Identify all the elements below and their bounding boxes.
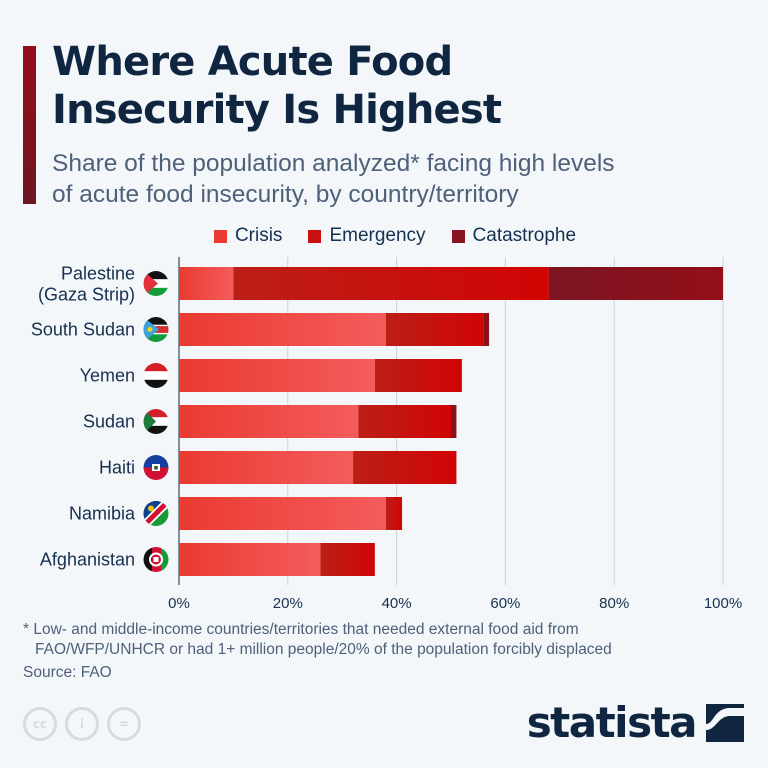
bars (179, 267, 723, 576)
bar-segment-emergency (353, 451, 457, 484)
bar-segment-crisis (179, 497, 386, 530)
statista-logo-icon (706, 704, 744, 742)
chart-legend: Crisis Emergency Catastrophe (0, 225, 768, 247)
bar-segment-emergency (374, 359, 462, 392)
category-label: Namibia (69, 504, 136, 524)
bar-segment-catastrophe (548, 267, 723, 300)
bar-segment-emergency (320, 543, 375, 576)
legend-swatch-catastrophe (451, 229, 465, 243)
no-derivatives-icon[interactable]: = (107, 707, 141, 741)
bar-segment-emergency (358, 405, 451, 438)
bar-segment-crisis (179, 267, 234, 300)
bar-segment-crisis (179, 451, 354, 484)
bar-segment-crisis (179, 359, 375, 392)
category-label: South Sudan (31, 320, 135, 340)
category-label: Yemen (80, 366, 135, 386)
x-tick-label: 80% (599, 595, 629, 612)
creative-commons-icon[interactable]: cc (23, 707, 57, 741)
palestine-flag-icon (143, 271, 169, 296)
source-note: Source: FAO (23, 664, 112, 681)
bar-segment-emergency (385, 497, 403, 530)
legend-label-emergency: Emergency (329, 225, 426, 246)
statista-logo[interactable]: statista (527, 698, 744, 748)
bar-segment-crisis (179, 543, 321, 576)
category-label: Afghanistan (40, 550, 135, 570)
footnote: * Low- and middle-income countries/terri… (23, 620, 743, 660)
category-label: Palestine (61, 264, 135, 284)
category-label: Haiti (99, 458, 135, 478)
chart-subtitle: Share of the population analyzed* facing… (52, 148, 752, 210)
license-icons[interactable]: cc i = (23, 707, 141, 741)
x-tick-label: 100% (704, 595, 742, 612)
x-tick-label: 0% (168, 595, 190, 612)
legend-swatch-crisis (213, 229, 227, 243)
x-tick-label: 40% (382, 595, 412, 612)
bar-segment-catastrophe (451, 405, 457, 438)
legend-swatch-emergency (308, 229, 322, 243)
attribution-icon[interactable]: i (65, 707, 99, 741)
title-accent-bar (23, 46, 36, 204)
legend-label-crisis: Crisis (234, 225, 283, 246)
yemen-flag-icon (143, 363, 169, 388)
afghanistan-flag-icon (143, 547, 169, 572)
flags (143, 271, 169, 572)
footnote-line-1: * Low- and middle-income countries/terri… (23, 621, 579, 638)
category-label-line-2: (Gaza Strip) (38, 285, 135, 305)
stacked-bar-chart: Palestine(Gaza Strip) South Sudan Yemen Sud… (31, 257, 742, 612)
legend-item-crisis: Crisis (213, 225, 283, 247)
x-tick-label: 60% (490, 595, 520, 612)
x-axis-ticks: 0% 20% 40% 60% 80% 100% (168, 595, 742, 612)
statista-wordmark: statista (526, 698, 698, 747)
chart-title: Where Acute Food Insecurity Is Highest (52, 38, 752, 134)
legend-item-catastrophe: Catastrophe (451, 225, 577, 247)
south-sudan-flag-icon (143, 317, 169, 342)
haiti-flag-icon (143, 455, 169, 480)
category-label: Sudan (83, 412, 135, 432)
title-line-1: Where Acute Food (52, 39, 453, 85)
bar-segment-emergency (233, 267, 549, 300)
bar-segment-crisis (179, 405, 359, 438)
title-line-2: Insecurity Is Highest (52, 87, 502, 133)
sudan-flag-icon (143, 409, 169, 434)
footnote-line-2: FAO/WFP/UNHCR or had 1+ million people/2… (35, 641, 612, 658)
bar-segment-crisis (179, 313, 386, 346)
bar-segment-emergency (385, 313, 484, 346)
namibia-flag-icon (143, 501, 169, 526)
x-tick-label: 20% (273, 595, 303, 612)
legend-label-catastrophe: Catastrophe (472, 225, 577, 246)
subtitle-line-2: of acute food insecurity, by country/ter… (52, 181, 519, 208)
legend-item-emergency: Emergency (308, 225, 426, 247)
subtitle-line-1: Share of the population analyzed* facing… (52, 150, 615, 177)
bar-segment-catastrophe (483, 313, 490, 346)
category-labels: Palestine(Gaza Strip) South Sudan Yemen Sud… (31, 264, 136, 570)
